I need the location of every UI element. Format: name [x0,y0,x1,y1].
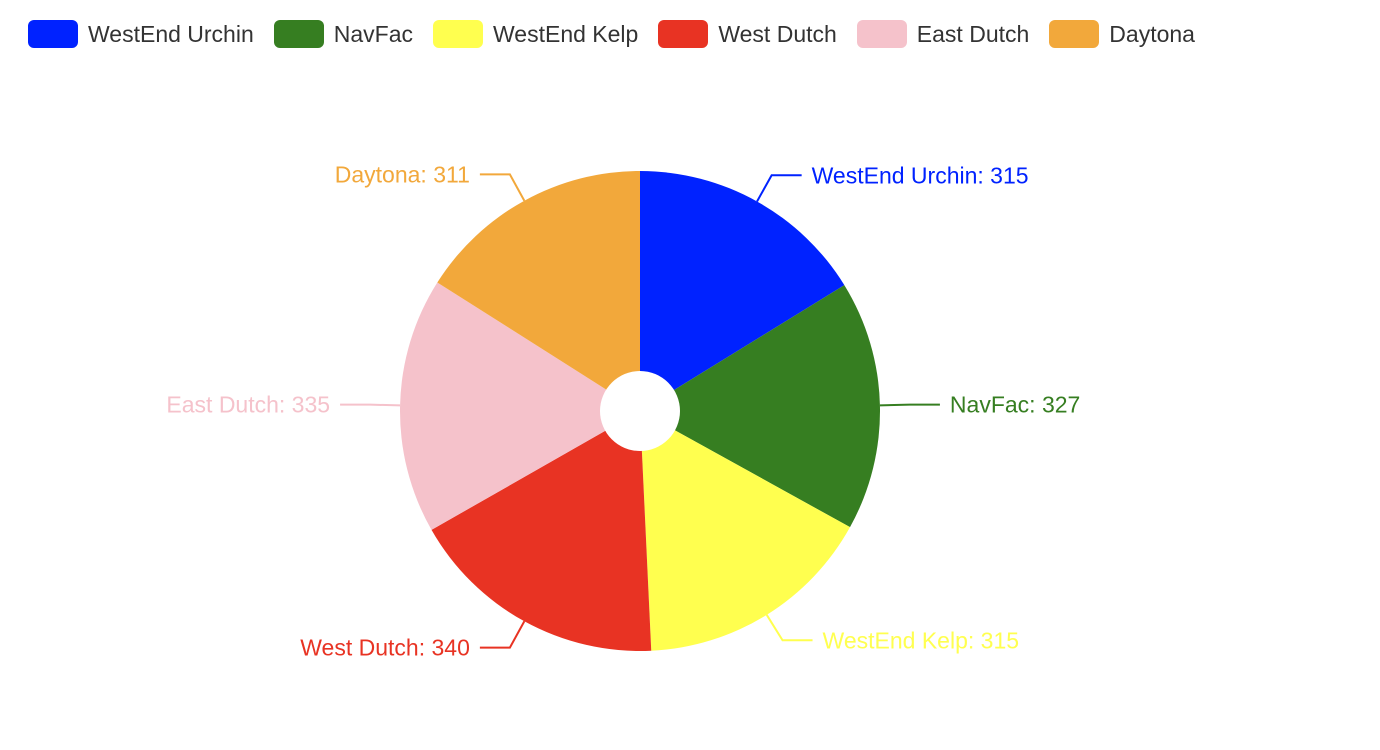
leader-line-west-dutch [479,620,526,649]
legend-swatch-westend-urchin [28,20,78,48]
legend-label-westend-urchin: WestEnd Urchin [88,20,254,47]
donut-hole [600,371,680,451]
leader-line-westend-urchin [756,174,802,202]
legend-label-east-dutch: East Dutch [916,20,1030,47]
legend-item-west-dutch[interactable]: West Dutch [658,20,837,48]
legend-item-east-dutch[interactable]: East Dutch [856,20,1030,48]
pie-slice-westend-kelp[interactable] [640,411,851,651]
legend-swatch-westend-kelp [433,20,484,48]
legend-item-westend-kelp[interactable]: WestEnd Kelp [433,20,638,48]
leader-line-east-dutch [340,403,401,407]
pie-slice-daytona[interactable] [437,171,640,411]
label-leader-lines [340,173,940,649]
pie-slice-westend-urchin[interactable] [640,171,845,411]
legend-label-west-dutch: West Dutch [718,20,837,47]
slice-label-daytona: Daytona: 311 [335,161,470,187]
legend-label-daytona: Daytona [1109,20,1195,47]
legend-swatch-east-dutch [856,20,907,48]
slice-label-westend-kelp: WestEnd Kelp: 315 [823,627,1019,653]
pie-slice-navfac[interactable] [640,285,880,528]
slice-label-west-dutch: West Dutch: 340 [300,635,470,661]
slice-label-navfac: NavFac: 327 [950,392,1080,418]
leader-line-westend-kelp [765,614,813,642]
leader-line-navfac [879,403,940,407]
pie-slice-west-dutch[interactable] [431,411,652,651]
legend-label-navfac: NavFac [333,20,414,47]
slice-label-east-dutch: East Dutch: 335 [166,392,330,418]
legend-label-westend-kelp: WestEnd Kelp [493,20,639,47]
leader-line-daytona [479,173,526,202]
legend-item-westend-urchin[interactable]: WestEnd Urchin [28,20,254,48]
slice-labels: WestEnd Urchin: 315 NavFac: 327 WestEnd Ke… [166,161,1080,660]
legend-item-daytona[interactable]: Daytona [1049,20,1195,48]
legend-swatch-navfac [273,20,324,48]
legend-swatch-daytona [1049,20,1100,48]
pie-slices [400,171,880,651]
pie-slice-east-dutch[interactable] [400,282,640,530]
chart-legend: WestEnd Urchin NavFac WestEnd Kelp West … [28,20,1215,48]
legend-item-navfac[interactable]: NavFac [273,20,414,48]
legend-swatch-west-dutch [658,20,709,48]
slice-label-westend-urchin: WestEnd Urchin: 315 [812,162,1029,188]
